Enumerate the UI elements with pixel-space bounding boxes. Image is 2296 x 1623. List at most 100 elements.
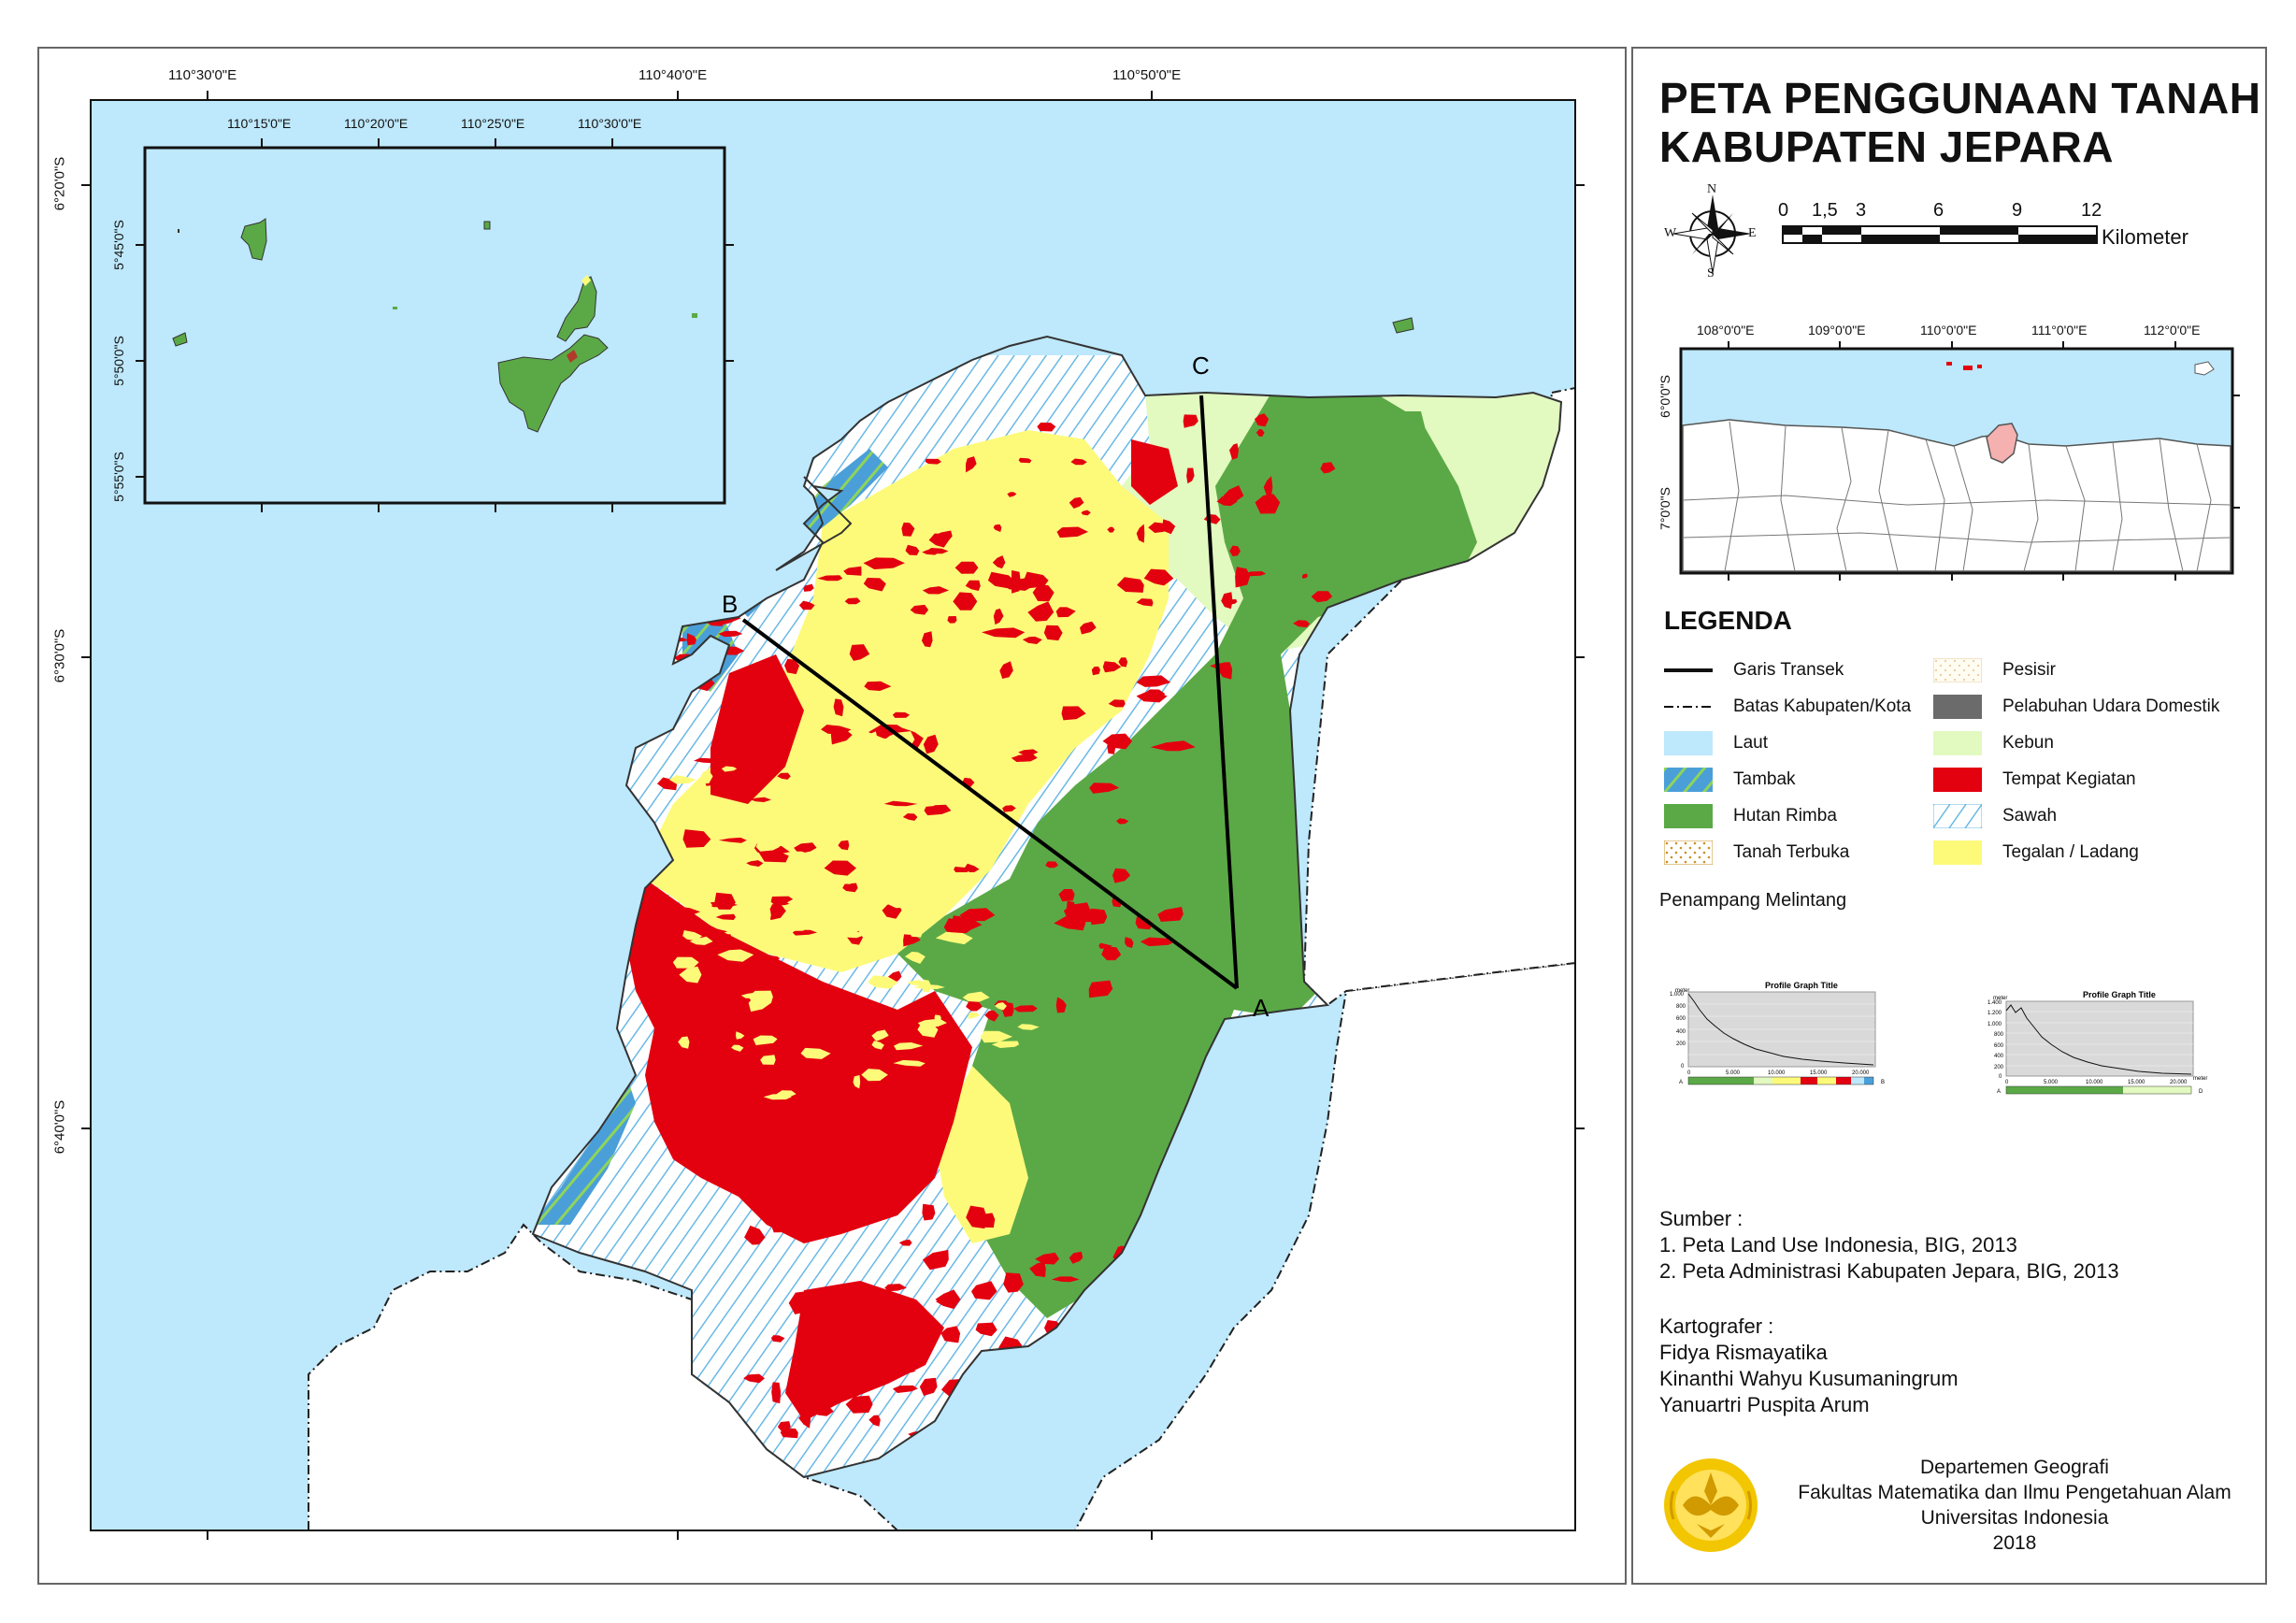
land-use-patch-kegiatan: [1051, 1276, 1080, 1283]
land-use-patch-tegalan: [871, 1041, 884, 1050]
legend-label: Pesisir: [2002, 660, 2057, 680]
land-use-patch-kegiatan: [784, 658, 800, 675]
land-use-patch-tegalan: [760, 1055, 776, 1065]
land-use-patch-kegiatan: [1098, 942, 1113, 949]
land-use-patch-tegalan: [894, 1042, 924, 1051]
inset-lon-3: 110°25'0"E: [461, 116, 525, 131]
legend-label: Kebun: [2002, 733, 2054, 753]
land-use-patch-kegiatan: [1229, 443, 1239, 460]
land-use-patch-kegiatan: [1070, 458, 1087, 466]
scale-tick-4: 9: [2012, 200, 2023, 221]
land-use-patch-kegiatan: [992, 555, 1006, 569]
land-use-patch-kegiatan: [824, 860, 856, 876]
land-use-patch-kegiatan: [799, 1017, 825, 1024]
land-use-patch-kegiatan: [1081, 510, 1091, 516]
cartographer-heading: Kartografer :: [1659, 1314, 1774, 1338]
land-use-patch-kegiatan: [723, 691, 737, 700]
land-use-patch-kegiatan: [770, 1335, 785, 1343]
land-use-patch-tegalan: [683, 868, 715, 878]
land-use-patch-tegalan: [868, 975, 898, 989]
institution-year: 2018: [1992, 1532, 2037, 1554]
land-use-patch-kegiatan: [928, 533, 950, 548]
land-use-patch-tegalan: [991, 1041, 1020, 1048]
legend-label: Batas Kabupaten/Kota: [1733, 697, 1912, 716]
land-use-patch-kegiatan: [1263, 476, 1273, 497]
institution-faculty: Fakultas Matematika dan Ilmu Pengetahuan…: [1798, 1482, 2231, 1503]
land-use-patch-kegiatan: [1148, 522, 1170, 533]
legend-item-pelabuhan: Pelabuhan Udara Domestik: [1933, 695, 2219, 719]
locator-jepara-highlight: [1986, 423, 2018, 464]
legend-label: Tegalan / Ladang: [2002, 842, 2139, 862]
land-use-patch-kegiatan: [1112, 868, 1131, 883]
land-use-patch-kegiatan: [677, 906, 701, 917]
land-use-patch-kegiatan: [792, 929, 818, 936]
land-use-patch-tegalan: [788, 920, 811, 931]
land-use-patch-kegiatan: [924, 804, 952, 816]
loc-lat-2: 7°0'0"S: [1657, 487, 1672, 530]
pelabuhan-swatch: [1933, 695, 1982, 719]
land-use-patch-kegiatan: [782, 1022, 808, 1030]
legend-title: LEGENDA: [1664, 606, 1792, 635]
profile-end: D: [2199, 1089, 2203, 1095]
legend-item-laut: Laut: [1664, 731, 1768, 755]
land-use-patch-tegalan: [702, 856, 711, 872]
lon-label-2: 110°40'0"E: [639, 67, 708, 83]
land-use-patch-kegiatan: [868, 1415, 881, 1427]
land-use-patch-tegalan: [724, 864, 754, 874]
land-use-patch-kegiatan: [975, 1322, 997, 1337]
land-use-patch-tegalan: [700, 769, 713, 784]
land-use-patch-tegalan: [672, 956, 699, 969]
land-use-patch-tegalan: [753, 1035, 778, 1045]
inset-lon-2: 110°20'0"E: [344, 116, 409, 131]
land-use-patch-kegiatan: [842, 883, 858, 893]
land-use-patch-kegiatan: [1011, 754, 1038, 762]
land-use-patch-kegiatan: [1136, 675, 1171, 687]
legend-label: Sawah: [2002, 806, 2058, 826]
land-use-patch-kegiatan: [746, 860, 764, 867]
land-use-patch-kegiatan: [1002, 805, 1016, 812]
land-use-patch-kegiatan: [1301, 573, 1308, 579]
islet: [1392, 317, 1414, 334]
x-tick: 10.000: [2086, 1080, 2103, 1085]
makara-ui-logo-icon: [1664, 1458, 1758, 1552]
land-use-patch-kegiatan: [901, 522, 915, 537]
tambak-swatch: [1664, 768, 1713, 792]
dashdot-line-icon: [1664, 706, 1713, 708]
land-use-patch-kegiatan: [905, 544, 920, 555]
hutan-swatch: [1664, 804, 1713, 828]
scale-tick-3: 6: [1933, 200, 1944, 221]
land-use-patch-kegiatan: [965, 580, 981, 591]
land-use-patch-kegiatan: [1136, 524, 1145, 543]
loc-lon-2: 109°0'0"E: [1808, 323, 1866, 338]
source-line-2: 2. Peta Administrasi Kabupaten Jepara, B…: [1659, 1259, 2119, 1283]
land-use-patch-tegalan: [918, 797, 939, 807]
land-use-patch-kegiatan: [884, 1367, 916, 1375]
land-use-patch-kegiatan: [953, 592, 978, 610]
land-use-patch-tegalan: [843, 930, 868, 939]
graticule-ticks: [81, 91, 1585, 1540]
map-title-line1: PETA PENGGUNAAN TANAH: [1659, 74, 2261, 122]
x-tick: 5.000: [2044, 1080, 2059, 1085]
land-use-patch-kegiatan: [1116, 818, 1129, 825]
land-use-patch-kegiatan: [1013, 1005, 1038, 1013]
y-tick: 800: [1994, 1032, 2004, 1038]
land-use-patch-kegiatan: [1136, 598, 1154, 607]
land-use-patch-kegiatan: [883, 800, 918, 807]
land-use-patch-kegiatan: [1116, 577, 1144, 593]
land-use-patch-kegiatan: [1032, 584, 1055, 602]
land-use-patch-kegiatan: [1003, 1272, 1024, 1293]
land-use-patch-tegalan: [866, 731, 878, 746]
land-use-patch-kegiatan: [966, 456, 977, 473]
land-use-patch-kegiatan: [1035, 1252, 1060, 1265]
legend-item-sawah: Sawah: [1933, 804, 2057, 828]
loc-lat-1: 6°0'0"S: [1657, 375, 1672, 418]
land-use-patch-kegiatan: [1217, 662, 1233, 680]
land-use-patch-kegiatan: [844, 597, 861, 605]
scale-bar: [1782, 225, 2098, 244]
land-use-patch-kegiatan: [1029, 1261, 1046, 1277]
cartographer-name-2: Kinanthi Wahyu Kusumaningrum: [1659, 1367, 1959, 1390]
land-use-patch-kegiatan: [1229, 545, 1241, 556]
land-use-patch-kegiatan: [1107, 739, 1116, 754]
y-tick: 400: [1676, 1029, 1686, 1035]
land-use-patch-tegalan: [736, 1031, 745, 1040]
